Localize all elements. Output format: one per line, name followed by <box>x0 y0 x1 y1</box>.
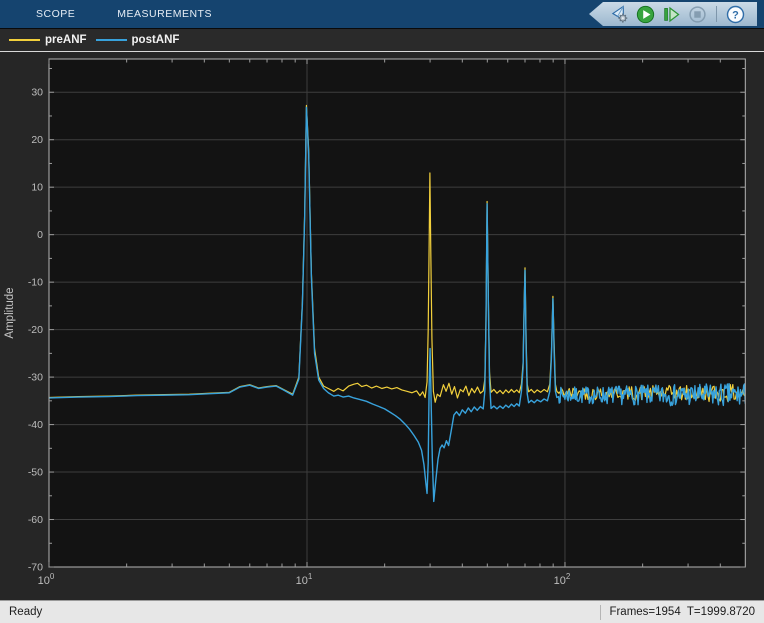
svg-text:-70: -70 <box>28 562 43 574</box>
statusbar-divider <box>600 604 602 620</box>
status-frames: Frames=1954 T=1999.8720 <box>609 606 755 618</box>
legend: preANF postANF <box>0 29 764 52</box>
svg-text:-40: -40 <box>28 419 43 431</box>
chart-canvas[interactable]: 30 20 10 0 -10 -20 -30 -40 -50 -60 -70 100 101 102 Amp… <box>0 53 764 600</box>
svg-text:30: 30 <box>31 87 43 99</box>
svg-text:-60: -60 <box>28 514 43 526</box>
stepping-options-icon <box>610 4 629 24</box>
svg-text:-50: -50 <box>28 467 43 479</box>
svg-text:?: ? <box>732 9 739 21</box>
svg-text:10: 10 <box>31 182 43 194</box>
step-forward-button[interactable] <box>662 5 681 24</box>
help-icon: ? <box>726 5 745 24</box>
tab-scope[interactable]: SCOPE <box>36 7 76 20</box>
svg-text:-20: -20 <box>28 324 43 336</box>
help-button[interactable]: ? <box>726 5 745 24</box>
tab-measurements[interactable]: MEASUREMENTS <box>117 7 212 20</box>
svg-text:0: 0 <box>37 229 43 241</box>
run-icon <box>636 5 655 24</box>
step-forward-icon <box>662 5 681 24</box>
stop-button[interactable] <box>688 5 707 24</box>
toolbar-banner: ? <box>589 2 757 26</box>
svg-text:-10: -10 <box>28 277 43 289</box>
svg-text:100: 100 <box>38 572 55 587</box>
svg-text:20: 20 <box>31 134 43 146</box>
tab-bar: SCOPE MEASUREMENTS <box>0 0 764 29</box>
status-ready: Ready <box>9 606 43 618</box>
svg-text:Amplitude: Amplitude <box>4 287 16 338</box>
status-bar: Ready Frames=1954 T=1999.8720 <box>0 600 764 623</box>
legend-label-preanf: preANF <box>45 34 87 46</box>
svg-text:102: 102 <box>554 572 571 587</box>
stepping-options-button[interactable] <box>610 4 629 24</box>
run-button[interactable] <box>636 5 655 24</box>
stop-icon <box>688 5 707 24</box>
legend-swatch-preanf <box>9 39 40 41</box>
svg-text:101: 101 <box>296 572 313 587</box>
legend-swatch-postanf <box>95 39 127 41</box>
legend-label-postanf: postANF <box>131 34 180 46</box>
legend-item-postanf[interactable]: postANF <box>95 34 180 46</box>
svg-text:-30: -30 <box>28 372 43 384</box>
legend-item-preanf[interactable]: preANF <box>9 34 87 46</box>
toolbar-divider <box>716 6 717 22</box>
